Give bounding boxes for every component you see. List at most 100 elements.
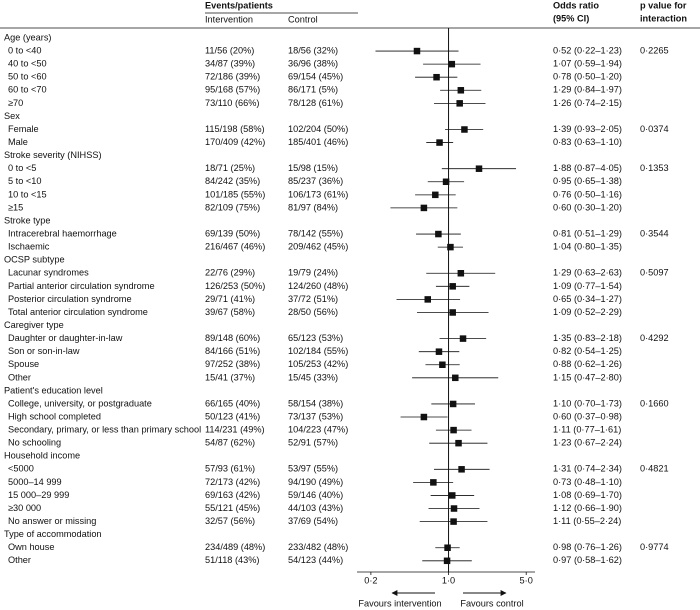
control-header: Control [288, 14, 318, 24]
intervention-events: 82/109 (75%) [205, 202, 260, 212]
row-label: Other [8, 555, 31, 565]
group-label: Sex [4, 111, 20, 121]
row-label: Partial anterior circulation syndrome [8, 281, 155, 291]
row-label: 5000–14 999 [8, 477, 62, 487]
p-value: 0·9774 [640, 542, 669, 552]
odds-ratio-label: 1·11 (0·77–1·61) [553, 425, 621, 435]
odds-ratio-point [435, 230, 442, 238]
intervention-events: 69/163 (42%) [205, 490, 260, 500]
control-events: 81/97 (84%) [288, 202, 338, 212]
odds-ratio-point [452, 374, 459, 382]
odds-ratio-label: 1·07 (0·59–1·94) [553, 59, 622, 69]
control-events: 85/237 (36%) [288, 176, 343, 186]
intervention-events: 32/57 (56%) [205, 516, 255, 526]
odds-ratio-label: 1·39 (0·93–2·05) [553, 124, 622, 134]
group-label: Caregiver type [4, 320, 64, 330]
odds-ratio-label: 0·83 (0·63–1·10) [553, 137, 622, 147]
odds-ratio-label: 1·04 (0·80–1·35) [553, 242, 622, 252]
p-value: 0·4292 [640, 333, 669, 343]
row-label: Male [8, 137, 28, 147]
group-label: Stroke severity (NIHSS) [4, 150, 102, 160]
intervention-events: 89/148 (60%) [205, 333, 260, 343]
odds-ratio-label: 0·78 (0·50–1·20) [553, 72, 622, 82]
row-label: Ischaemic [8, 242, 50, 252]
control-events: 69/154 (45%) [288, 72, 343, 82]
row-label: Son or son-in-law [8, 346, 80, 356]
odds-ratio-point [424, 296, 432, 303]
intervention-events: 97/252 (38%) [205, 359, 260, 369]
intervention-events: 11/56 (20%) [205, 46, 254, 56]
odds-ratio-label: 0·95 (0·65–1·38) [553, 176, 622, 186]
odds-ratio-label: 0·98 (0·76–1·26) [553, 542, 622, 552]
control-events: 18/56 (32%) [288, 46, 338, 56]
intervention-events: 15/41 (37%) [205, 372, 255, 382]
odds-ratio-point [450, 426, 457, 434]
control-events: 233/482 (48%) [288, 542, 348, 552]
control-events: 106/173 (61%) [288, 189, 348, 199]
control-events: 54/123 (44%) [288, 555, 343, 565]
intervention-events: 29/71 (41%) [205, 294, 255, 304]
group-label: Age (years) [4, 32, 52, 42]
odds-ratio-point [420, 204, 428, 212]
odds-ratio-point [420, 413, 428, 421]
odds-ratio-label: 1·10 (0·70–1·73) [553, 398, 622, 408]
odds-ratio-point [442, 178, 450, 186]
intervention-events: 51/118 (43%) [205, 555, 259, 565]
odds-ratio-point [430, 479, 437, 486]
row-label: 15 000–29 999 [8, 490, 69, 500]
x-tick-label: 0·2 [364, 575, 377, 585]
p-value: 0·5097 [640, 268, 669, 278]
odds-ratio-label: 1·88 (0·87–4·05) [553, 163, 622, 173]
row-label: No answer or missing [8, 516, 96, 526]
intervention-events: 66/165 (40%) [205, 398, 260, 408]
odds-ratio-label: 1·11 (0·55–2·24) [553, 516, 621, 526]
control-events: 105/253 (42%) [288, 359, 348, 369]
intervention-events: 84/242 (35%) [205, 176, 260, 186]
p-value: 0·2265 [640, 46, 669, 56]
control-events: 37/69 (54%) [288, 516, 338, 526]
control-events: 58/154 (38%) [288, 398, 343, 408]
control-events: 44/103 (43%) [288, 503, 343, 513]
control-events: 86/171 (5%) [288, 85, 338, 95]
control-events: 65/123 (53%) [288, 333, 343, 343]
row-label: Spouse [8, 359, 39, 369]
odds-ratio-label: 0·60 (0·37–0·98) [553, 411, 622, 421]
odds-ratio-label: 1·31 (0·74–2·34) [553, 464, 622, 474]
odds-ratio-point [457, 87, 465, 94]
odds-ratio-point [457, 270, 465, 277]
control-events: 102/204 (50%) [288, 124, 348, 134]
intervention-events: 57/93 (61%) [205, 464, 255, 474]
odds-ratio-point [433, 73, 440, 81]
row-label: <5000 [8, 464, 34, 474]
odds-ratio-label: 1·09 (0·77–1·54) [553, 281, 622, 291]
odds-ratio-point [443, 557, 451, 565]
odds-ratio-label: 1·23 (0·67–2·24) [553, 438, 622, 448]
odds-ratio-point [449, 400, 457, 408]
intervention-events: 73/110 (66%) [205, 98, 259, 108]
favours-label: Favours control [460, 598, 523, 608]
odds-ratio-label: 0·65 (0·34–1·27) [553, 294, 622, 304]
odds-ratio-point [447, 243, 454, 251]
intervention-events: 170/409 (42%) [205, 137, 265, 147]
control-events: 104/223 (47%) [288, 425, 348, 435]
x-tick-label: 1·0 [442, 575, 455, 585]
intervention-events: 54/87 (62%) [205, 438, 255, 448]
intervention-events: 216/467 (46%) [205, 242, 265, 252]
row-label: Daughter or daughter-in-law [8, 333, 123, 343]
p-value: 0·4821 [640, 464, 669, 474]
control-events: 94/190 (49%) [288, 477, 343, 487]
odds-ratio-label: 1·09 (0·52–2·29) [553, 307, 622, 317]
control-events: 53/97 (55%) [288, 464, 338, 474]
odds-ratio-point [461, 126, 468, 133]
odds-ratio-label: 1·12 (0·66–1·90) [553, 503, 622, 513]
row-label: Intracerebral haemorrhage [8, 228, 117, 238]
odds-ratio-label: 1·15 (0·47–2·80) [553, 372, 622, 382]
odds-ratio-point [435, 348, 443, 355]
or-header: Odds ratio [553, 0, 599, 10]
odds-ratio-label: 0·60 (0·30–1·20) [553, 202, 622, 212]
row-label: No schooling [8, 438, 61, 448]
control-events: 15/45 (33%) [288, 372, 338, 382]
intervention-events: 50/123 (41%) [205, 411, 260, 421]
odds-ratio-label: 0·97 (0·58–1·62) [553, 555, 622, 565]
